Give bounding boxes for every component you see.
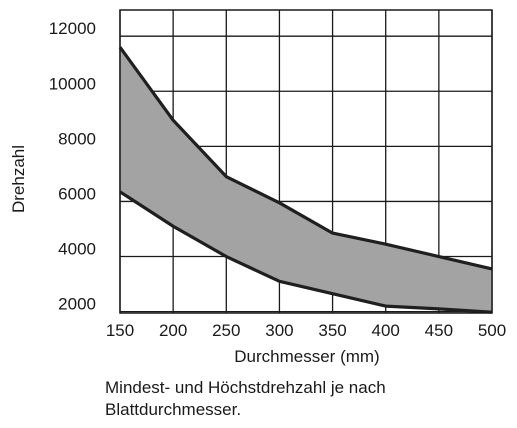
x-tick-label: 500 (478, 321, 506, 340)
y-tick-labels: 2000 4000 6000 8000 10000 12000 (49, 19, 96, 313)
x-tick-label: 150 (106, 321, 134, 340)
range-band (120, 47, 492, 313)
x-tick-label: 450 (425, 321, 453, 340)
x-tick-label: 300 (265, 321, 293, 340)
y-tick-label: 6000 (58, 184, 96, 203)
x-axis-title: Durchmesser (mm) (234, 347, 379, 366)
plot-frame (119, 9, 493, 314)
y-tick-label: 10000 (49, 74, 96, 93)
max-speed-line (118, 46, 493, 271)
x-tick-labels: 150 200 250 300 350 400 450 500 (106, 321, 506, 340)
y-tick-label: 4000 (58, 240, 96, 259)
x-tick-label: 250 (212, 321, 240, 340)
y-axis-title: Drehzahl (9, 145, 28, 213)
min-speed-line (119, 190, 493, 314)
x-tick-label: 400 (372, 321, 400, 340)
plot-border (119, 9, 493, 314)
caption-line-2: Blattdurchmesser. (105, 400, 242, 419)
y-tick-label: 2000 (58, 295, 96, 314)
y-tick-label: 8000 (58, 129, 96, 148)
y-tick-label: 12000 (49, 19, 96, 38)
plot-area (118, 46, 493, 314)
x-tick-label: 350 (318, 321, 346, 340)
figure-caption: Mindest- und Höchstdrehzahl je nach Blat… (105, 377, 465, 421)
caption-line-1: Mindest- und Höchstdrehzahl je nach (105, 378, 386, 397)
x-tick-label: 200 (159, 321, 187, 340)
